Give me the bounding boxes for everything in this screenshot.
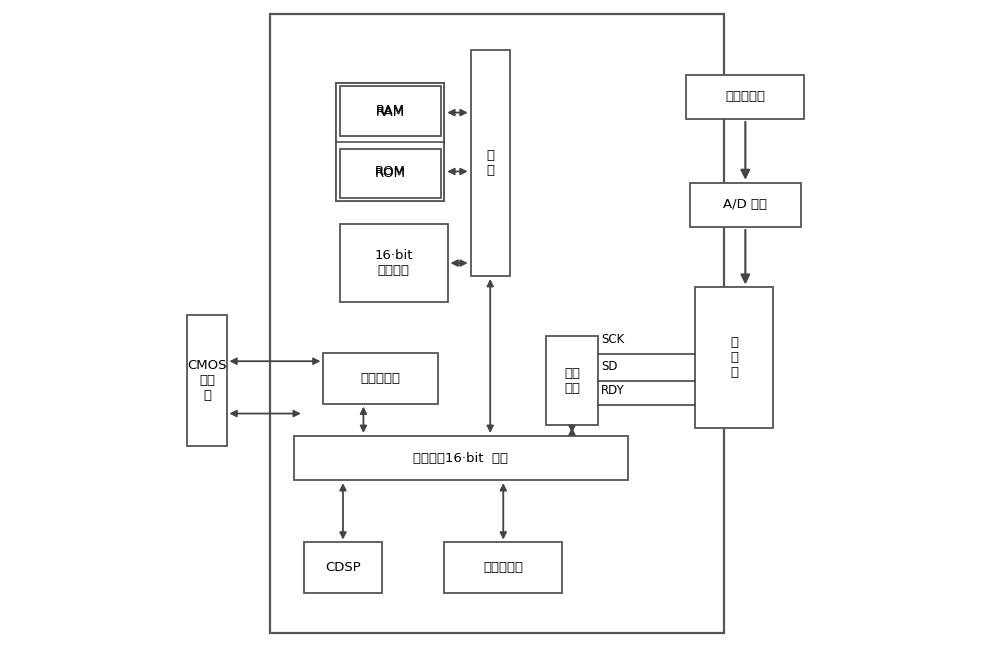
Text: 串行
接口: 串行 接口 — [564, 367, 580, 394]
Bar — [304, 543, 382, 593]
Bar — [546, 336, 598, 424]
Bar — [336, 83, 444, 201]
Text: 特征寄存器: 特征寄存器 — [483, 562, 523, 574]
Text: ROM: ROM — [375, 165, 406, 178]
Bar — [270, 14, 724, 633]
Text: SCK: SCK — [601, 333, 624, 346]
Bar — [340, 148, 441, 198]
Bar — [336, 83, 444, 201]
Text: RDY: RDY — [601, 384, 625, 397]
Text: ROM: ROM — [375, 167, 406, 179]
Bar — [690, 183, 801, 227]
Bar — [294, 436, 628, 480]
Bar — [340, 87, 441, 135]
Bar — [323, 353, 438, 404]
Text: A/D 转换: A/D 转换 — [723, 198, 767, 212]
Text: CMOS
传感
器: CMOS 传感 器 — [187, 359, 227, 402]
Text: 总
线: 总 线 — [486, 149, 494, 177]
Bar — [695, 287, 773, 428]
Bar — [187, 315, 227, 446]
Text: RAM: RAM — [376, 106, 405, 119]
Text: 微控制器16·bit  接口: 微控制器16·bit 接口 — [413, 451, 508, 464]
Bar — [444, 543, 562, 593]
Bar — [686, 75, 804, 119]
Text: 风速传感器: 风速传感器 — [725, 91, 765, 103]
Text: CDSP: CDSP — [325, 562, 361, 574]
Bar — [471, 51, 510, 276]
Text: 16·bit
微处理器: 16·bit 微处理器 — [374, 249, 413, 277]
Bar — [340, 224, 448, 302]
Text: SD: SD — [601, 359, 617, 373]
Text: 单
片
机: 单 片 机 — [730, 336, 738, 379]
Text: RAM: RAM — [376, 104, 405, 118]
Text: 传感器接口: 传感器接口 — [361, 372, 401, 385]
